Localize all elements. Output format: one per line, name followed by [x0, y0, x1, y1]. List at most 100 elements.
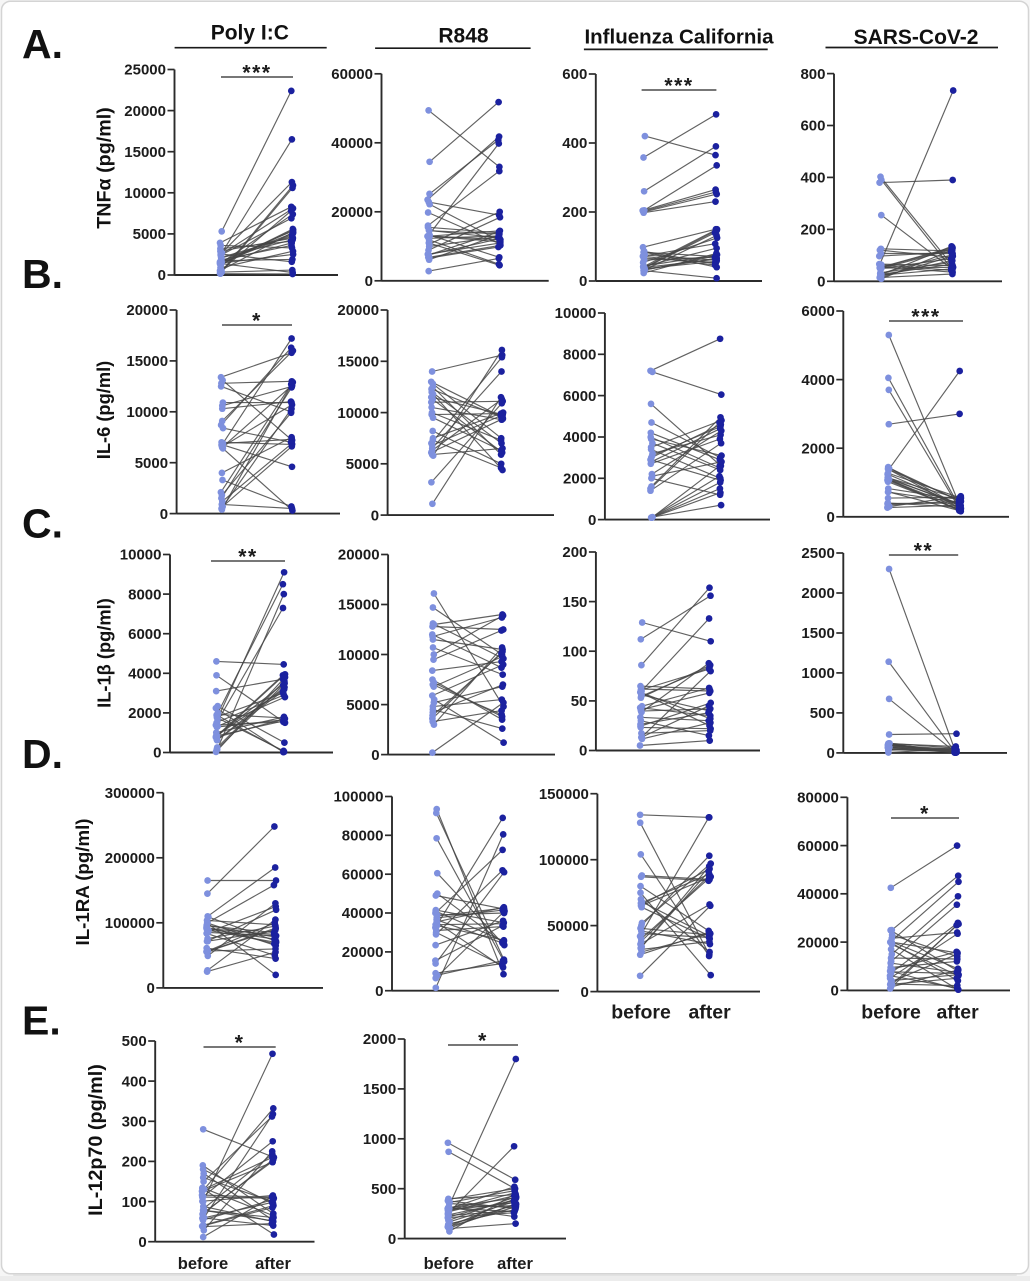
- svg-text:2000: 2000: [128, 705, 161, 722]
- svg-text:Influenza California: Influenza California: [584, 26, 774, 49]
- svg-text:200: 200: [562, 204, 587, 221]
- svg-text:10000: 10000: [124, 185, 166, 202]
- svg-text:A.: A.: [22, 21, 63, 67]
- svg-text:500: 500: [810, 705, 835, 722]
- svg-text:0: 0: [365, 273, 373, 290]
- svg-text:5000: 5000: [346, 456, 379, 473]
- svg-text:0: 0: [138, 1234, 146, 1251]
- svg-text:**: **: [914, 540, 934, 563]
- svg-text:600: 600: [800, 118, 825, 135]
- svg-text:100000: 100000: [539, 852, 589, 869]
- svg-text:0: 0: [579, 743, 587, 760]
- svg-text:before: before: [611, 1002, 671, 1024]
- svg-text:20000: 20000: [338, 547, 380, 564]
- svg-text:6000: 6000: [801, 303, 834, 320]
- svg-text:***: ***: [664, 75, 693, 98]
- svg-text:100000: 100000: [105, 915, 155, 932]
- svg-text:60000: 60000: [797, 838, 839, 855]
- svg-text:200: 200: [562, 544, 587, 561]
- svg-text:IL-6 (pg/ml): IL-6 (pg/ml): [93, 361, 114, 460]
- svg-text:C.: C.: [22, 501, 63, 547]
- svg-text:6000: 6000: [128, 626, 161, 643]
- svg-text:400: 400: [122, 1073, 147, 1090]
- svg-text:1000: 1000: [801, 665, 834, 682]
- svg-text:10000: 10000: [555, 305, 597, 322]
- svg-text:1000: 1000: [363, 1131, 396, 1148]
- svg-text:300: 300: [122, 1114, 147, 1131]
- svg-text:0: 0: [158, 267, 166, 284]
- svg-text:80000: 80000: [342, 828, 384, 845]
- svg-text:5000: 5000: [133, 226, 166, 243]
- svg-text:15000: 15000: [337, 354, 379, 371]
- svg-text:IL-1RA (pg/ml): IL-1RA (pg/ml): [72, 819, 93, 946]
- svg-text:TNFα (pg/ml): TNFα (pg/ml): [94, 107, 116, 228]
- svg-text:0: 0: [831, 983, 839, 1000]
- svg-text:before: before: [178, 1255, 228, 1273]
- svg-text:15000: 15000: [124, 144, 166, 161]
- svg-text:20000: 20000: [126, 302, 168, 319]
- svg-text:100: 100: [562, 644, 587, 661]
- svg-text:0: 0: [153, 745, 161, 762]
- svg-text:2000: 2000: [801, 585, 834, 602]
- svg-text:300000: 300000: [105, 785, 155, 802]
- svg-text:8000: 8000: [128, 586, 161, 603]
- svg-text:2500: 2500: [801, 545, 834, 562]
- svg-text:after: after: [936, 1002, 979, 1024]
- svg-text:2000: 2000: [801, 440, 834, 457]
- svg-text:50: 50: [571, 693, 588, 710]
- svg-text:8000: 8000: [563, 347, 596, 364]
- svg-text:SARS-CoV-2: SARS-CoV-2: [854, 26, 979, 49]
- svg-text:15000: 15000: [126, 353, 168, 370]
- svg-text:***: ***: [242, 62, 271, 85]
- svg-text:100000: 100000: [333, 789, 383, 806]
- svg-text:200: 200: [122, 1154, 147, 1171]
- svg-text:0: 0: [388, 1231, 396, 1248]
- svg-text:20000: 20000: [337, 302, 379, 319]
- svg-text:200: 200: [800, 222, 825, 239]
- svg-text:400: 400: [800, 170, 825, 187]
- svg-text:Poly I:C: Poly I:C: [211, 22, 289, 45]
- svg-text:800: 800: [800, 66, 825, 83]
- svg-text:200000: 200000: [105, 850, 155, 867]
- svg-text:after: after: [688, 1002, 731, 1024]
- svg-text:R848: R848: [438, 25, 489, 48]
- svg-text:0: 0: [826, 509, 834, 526]
- svg-text:before: before: [861, 1002, 921, 1024]
- svg-text:5000: 5000: [135, 455, 168, 472]
- svg-text:2000: 2000: [563, 471, 596, 488]
- svg-text:40000: 40000: [342, 905, 384, 922]
- svg-text:25000: 25000: [124, 62, 166, 79]
- svg-text:**: **: [238, 546, 258, 569]
- svg-text:*: *: [478, 1030, 488, 1053]
- svg-text:600: 600: [562, 66, 587, 83]
- svg-text:150: 150: [562, 594, 587, 611]
- svg-text:40000: 40000: [331, 135, 373, 152]
- svg-text:B.: B.: [22, 251, 63, 297]
- svg-text:0: 0: [160, 506, 168, 523]
- svg-text:0: 0: [579, 273, 587, 290]
- svg-text:***: ***: [911, 306, 940, 329]
- svg-text:60000: 60000: [342, 866, 384, 883]
- svg-text:1500: 1500: [801, 625, 834, 642]
- svg-text:10000: 10000: [120, 547, 162, 564]
- svg-text:15000: 15000: [338, 597, 380, 614]
- svg-text:4000: 4000: [563, 429, 596, 446]
- svg-text:0: 0: [581, 984, 589, 1001]
- svg-text:*: *: [252, 310, 262, 333]
- svg-text:after: after: [255, 1255, 291, 1273]
- svg-text:D.: D.: [22, 731, 63, 777]
- svg-text:100: 100: [122, 1194, 147, 1211]
- svg-text:20000: 20000: [124, 103, 166, 120]
- svg-text:IL-1β (pg/ml): IL-1β (pg/ml): [94, 598, 115, 708]
- svg-text:500: 500: [122, 1033, 147, 1050]
- svg-text:0: 0: [588, 512, 596, 529]
- svg-text:after: after: [497, 1255, 533, 1273]
- svg-text:10000: 10000: [338, 647, 380, 664]
- svg-text:20000: 20000: [342, 944, 384, 961]
- svg-text:*: *: [235, 1032, 245, 1055]
- svg-text:2000: 2000: [363, 1031, 396, 1048]
- svg-text:IL-12p70 (pg/ml): IL-12p70 (pg/ml): [85, 1064, 107, 1216]
- svg-text:4000: 4000: [801, 372, 834, 389]
- svg-text:before: before: [424, 1255, 474, 1273]
- svg-text:10000: 10000: [126, 404, 168, 421]
